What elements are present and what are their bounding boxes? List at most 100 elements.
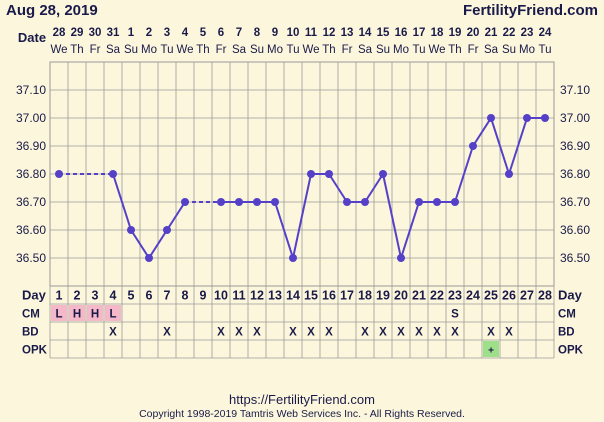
temperature-point [109, 170, 117, 178]
date-label: 17 [413, 27, 426, 39]
date-label: 2 [146, 27, 152, 39]
table-cell: L [109, 309, 116, 321]
temperature-point [307, 170, 315, 178]
cycle-day-label: 24 [466, 289, 480, 303]
table-cell: X [379, 327, 387, 339]
weekday-label: Su [376, 44, 390, 56]
date-label: 21 [485, 27, 498, 39]
y-tick-right: 36.70 [560, 195, 590, 209]
highlight-cell [51, 305, 67, 321]
date-label: 23 [521, 27, 534, 39]
date-label: 19 [449, 27, 462, 39]
cycle-day-label: 22 [430, 289, 444, 303]
temperature-point [361, 198, 369, 206]
table-cell: X [415, 327, 423, 339]
weekday-label: Fr [468, 44, 479, 56]
date-label: 9 [272, 27, 278, 39]
temperature-segment [382, 173, 402, 259]
temperature-point [397, 254, 405, 262]
weekday-label: Mo [267, 44, 283, 56]
table-cell: X [505, 327, 513, 339]
temperature-point [379, 170, 387, 178]
weekday-label: Tu [413, 44, 426, 56]
weekday-label: We [50, 44, 67, 56]
weekday-label: Sa [106, 44, 121, 56]
table-cell: X [433, 327, 441, 339]
weekday-label: Th [448, 44, 461, 56]
weekday-label: We [428, 44, 445, 56]
table-cell: S [451, 309, 459, 321]
temperature-segment [400, 201, 420, 259]
temperature-point [523, 114, 531, 122]
weekday-label: Fr [342, 44, 353, 56]
table-cell: H [91, 309, 99, 321]
temperature-point [343, 198, 351, 206]
y-tick-right: 36.80 [560, 167, 590, 181]
weekday-label: Su [502, 44, 516, 56]
weekday-label: Mo [519, 44, 535, 56]
cycle-day-label: 7 [164, 289, 171, 303]
weekday-label: Su [250, 44, 264, 56]
temperature-point [325, 170, 333, 178]
weekday-label: Tu [287, 44, 300, 56]
temperature-point [127, 226, 135, 234]
highlight-cell [105, 305, 121, 321]
footer-copyright: Copyright 1998-2019 Tamtris Web Services… [139, 408, 465, 420]
table-cell: X [361, 327, 369, 339]
weekday-label: Th [322, 44, 335, 56]
footer-url[interactable]: https://FertilityFriend.com [229, 392, 375, 407]
date-header: 28 29 30 31 1 2 3 4 5 6 7 8 9 10 11 12 13 14 15 16 17 18 19 20 2… [50, 27, 552, 56]
weekday-label: Tu [161, 44, 174, 56]
weekday-label: Su [124, 44, 138, 56]
cycle-day-label: 8 [182, 289, 189, 303]
cycle-day-label: 18 [358, 289, 372, 303]
cycle-day-label: 4 [110, 289, 117, 303]
date-label: 8 [254, 27, 261, 39]
row-label-left: BD [22, 327, 39, 339]
weekday-label: Mo [393, 44, 409, 56]
date-label: 14 [359, 27, 372, 39]
cycle-day-label: 11 [232, 289, 245, 303]
cycle-day-label: 26 [502, 289, 516, 303]
cycle-day-label: 27 [520, 289, 534, 303]
cycle-day-label: 6 [146, 289, 153, 303]
temperature-point [217, 198, 225, 206]
temperature-segment [490, 117, 510, 175]
date-label: 20 [467, 27, 480, 39]
table-cell: X [325, 327, 333, 339]
y-tick-right: 37.00 [560, 111, 590, 125]
brand-link[interactable]: FertilityFriend.com [463, 2, 598, 19]
date-label: 6 [218, 27, 224, 39]
temperature-segment [472, 117, 492, 147]
cycle-day-label: 5 [128, 289, 135, 303]
y-tick-right: 36.90 [560, 139, 590, 153]
y-tick-right: 36.50 [560, 251, 590, 265]
temperature-point [163, 226, 171, 234]
date-label: 4 [182, 27, 189, 39]
temperature-segment [508, 117, 528, 175]
temperature-point [415, 198, 423, 206]
table-cell: X [307, 327, 315, 339]
highlight-cell [483, 341, 499, 357]
cycle-day-label: 14 [286, 289, 300, 303]
weekday-label: Tu [539, 44, 552, 56]
date-label: 11 [305, 27, 318, 39]
cycle-day-label: 13 [268, 289, 282, 303]
row-label-left: CM [22, 309, 40, 321]
y-tick-left: 36.90 [16, 139, 46, 153]
cycle-day-label: 28 [538, 289, 552, 303]
temperature-point [487, 114, 495, 122]
temperature-segment [148, 229, 168, 259]
temperature-point [433, 198, 441, 206]
y-tick-left: 36.60 [16, 223, 46, 237]
cycle-day-label: 20 [394, 289, 408, 303]
date-label: 28 [53, 27, 66, 39]
weekday-label: Mo [141, 44, 157, 56]
cycle-day-label: 23 [448, 289, 462, 303]
temperature-segment [328, 173, 348, 203]
temperature-segment [292, 173, 312, 259]
cycle-day-label: 12 [250, 289, 264, 303]
cycle-day-label: 25 [484, 289, 498, 303]
date-label: 30 [89, 27, 102, 39]
temperature-point [505, 170, 513, 178]
